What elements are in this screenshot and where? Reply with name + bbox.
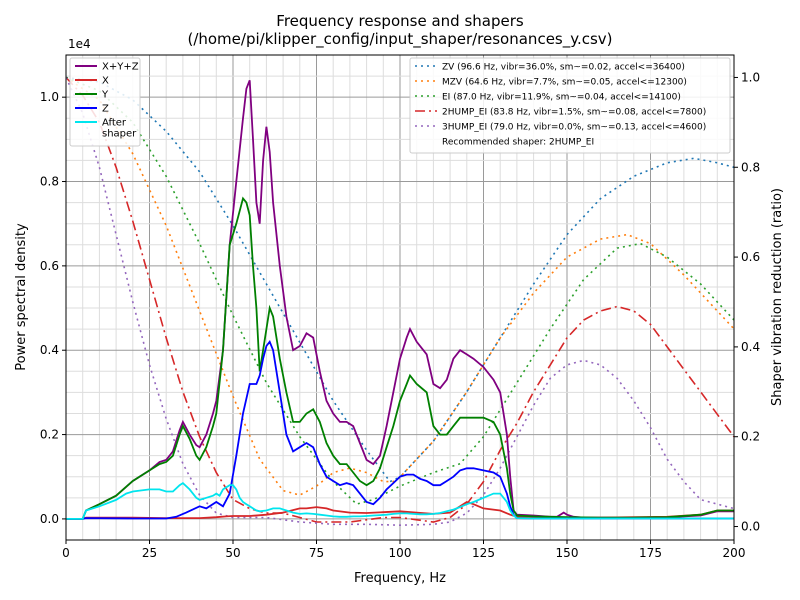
- recommended-shaper-text: Recommended shaper: 2HUMP_EI: [442, 138, 594, 148]
- x-tick-label: 150: [556, 546, 579, 560]
- y-axis-multiplier: 1e4: [68, 37, 91, 51]
- shaper-line-3hump-ei: [66, 77, 734, 527]
- shaper-legend-label-mzv: MZV (64.6 Hz, vibr=7.7%, sm~=0.05, accel…: [442, 78, 687, 88]
- x-tick-label: 0: [62, 546, 70, 560]
- series-line-after-shaper: [66, 481, 734, 520]
- x-tick-label: 125: [472, 546, 495, 560]
- x-tick-label: 175: [639, 546, 662, 560]
- shaper-legend-label-ei: EI (87.0 Hz, vibr=11.9%, sm~=0.04, accel…: [442, 93, 681, 103]
- y-axis-label: Power spectral density: [14, 223, 29, 371]
- legend-label-x: X: [102, 76, 109, 87]
- legend-label-after-shaper: After: [102, 118, 127, 129]
- chart-title-line2: (/home/pi/klipper_config/input_shaper/re…: [187, 30, 612, 49]
- legend-right-box: [409, 57, 731, 154]
- x-tick-label: 50: [225, 546, 240, 560]
- x-tick-label: 25: [142, 546, 157, 560]
- y2-tick-label: 0.8: [741, 160, 760, 174]
- y2-tick-label: 1.0: [741, 70, 760, 84]
- shaper-legend-label-3hump-ei: 3HUMP_EI (79.0 Hz, vibr=0.0%, sm~=0.13, …: [442, 123, 706, 133]
- x-axis: 0 25 50 75 100 125 150 175 200: [62, 540, 745, 560]
- y-axis: 0.0 0.2 0.4 0.6 0.8 1.0: [40, 90, 66, 526]
- shaper-line-2hump-ei: [66, 76, 734, 523]
- legend-label-y: Y: [101, 90, 109, 101]
- x-tick-label: 200: [723, 546, 746, 560]
- legend-label-x-y-z: X+Y+Z: [102, 62, 139, 73]
- y-tick-label: 0.4: [40, 343, 59, 357]
- y-tick-label: 0.6: [40, 259, 59, 273]
- legend-label-after-shaper: shaper: [102, 129, 137, 140]
- shaper-line-mzv: [66, 76, 734, 496]
- series-line-y: [66, 196, 734, 520]
- legend-right: ZV (96.6 Hz, vibr=36.0%, sm~=0.02, accel…: [409, 57, 731, 154]
- x-tick-label: 100: [389, 546, 412, 560]
- shaper-legend-label-2hump-ei: 2HUMP_EI (83.8 Hz, vibr=1.5%, sm~=0.08, …: [442, 108, 706, 118]
- y2-tick-label: 0.2: [741, 430, 760, 444]
- chart-title-line1: Frequency response and shapers: [276, 12, 524, 30]
- y2-tick-label: 0.6: [741, 250, 760, 264]
- shaper-legend-label-zv: ZV (96.6 Hz, vibr=36.0%, sm~=0.02, accel…: [442, 63, 685, 73]
- y-tick-label: 1.0: [40, 90, 59, 104]
- x-tick-label: 75: [309, 546, 324, 560]
- y-tick-label: 0.2: [40, 428, 59, 442]
- series-line-z: [66, 340, 734, 520]
- y-tick-label: 0.8: [40, 175, 59, 189]
- y2-tick-label: 0.4: [741, 340, 760, 354]
- y2-tick-label: 0.0: [741, 520, 760, 534]
- y2-axis-label: Shaper vibration reduction (ratio): [770, 188, 785, 406]
- series-layer: [66, 76, 734, 527]
- y2-axis: 0.0 0.2 0.4 0.6 0.8 1.0: [734, 70, 760, 534]
- legend-label-z: Z: [102, 104, 109, 115]
- y-tick-label: 0.0: [40, 512, 59, 526]
- x-axis-label: Frequency, Hz: [354, 571, 446, 586]
